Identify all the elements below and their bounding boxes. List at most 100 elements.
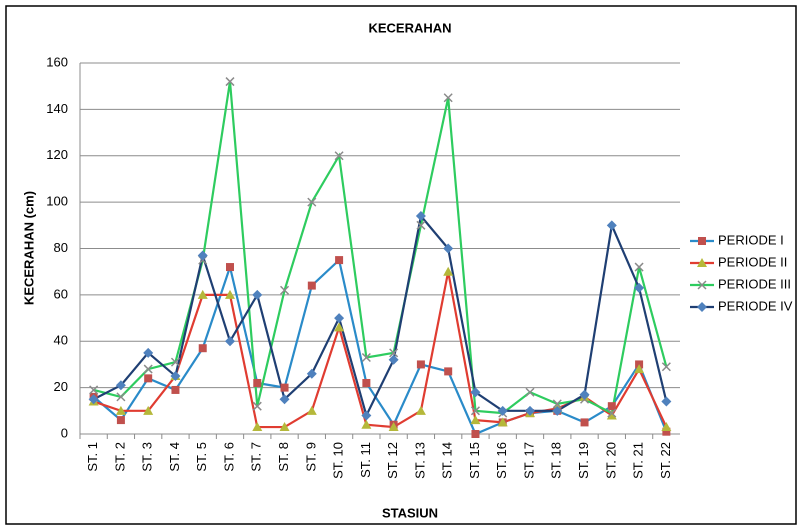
y-tick-label: 40 (54, 333, 68, 348)
y-tick-label: 120 (46, 147, 68, 162)
marker (525, 405, 535, 416)
marker (634, 262, 644, 272)
x-tick-label: ST. 2 (112, 442, 127, 472)
marker (335, 256, 344, 265)
x-tick-label: ST. 18 (549, 442, 564, 479)
x-tick-label: ST. 9 (303, 442, 318, 472)
x-tick-label: ST. 20 (603, 442, 618, 479)
marker (606, 410, 617, 420)
marker (170, 357, 180, 367)
x-tick-label: ST. 8 (276, 442, 291, 472)
legend-label: PERIODE IV (718, 298, 793, 313)
marker (497, 405, 508, 416)
marker (388, 354, 399, 365)
marker (607, 402, 616, 411)
x-tick-label: ST. 3 (140, 442, 155, 472)
marker (552, 405, 563, 416)
x-tick-label: ST. 7 (249, 442, 264, 472)
legend-marker (697, 258, 707, 267)
marker (88, 394, 99, 405)
marker (170, 371, 181, 382)
x-tick-label: ST. 13 (412, 442, 427, 479)
marker (116, 416, 125, 425)
marker (171, 385, 180, 394)
marker (252, 289, 263, 300)
y-tick-label: 0 (61, 425, 68, 440)
marker (198, 344, 207, 353)
marker (606, 220, 617, 231)
marker (580, 418, 589, 427)
marker (388, 422, 399, 432)
marker (144, 374, 153, 383)
marker (443, 243, 454, 254)
x-tick-label: ST. 6 (221, 442, 236, 472)
legend-marker (698, 237, 706, 245)
marker (115, 380, 126, 391)
marker (443, 93, 453, 103)
marker (470, 387, 481, 398)
y-tick-label: 60 (54, 286, 68, 301)
marker (470, 406, 480, 416)
marker (662, 427, 671, 436)
marker (416, 220, 426, 230)
marker (253, 378, 262, 387)
marker (661, 396, 672, 407)
marker (226, 263, 234, 272)
x-tick-label: ST. 21 (631, 442, 646, 479)
x-tick-label: ST. 11 (358, 442, 373, 478)
y-axis-label: KECERAHAN (cm) (21, 191, 36, 305)
marker (362, 378, 371, 387)
marker (279, 422, 290, 432)
y-tick-label: 140 (46, 101, 68, 116)
chart-border (5, 5, 797, 525)
legend-marker (697, 302, 707, 312)
marker (306, 368, 317, 379)
x-tick-label: ST. 19 (576, 442, 591, 479)
marker (361, 352, 371, 363)
chart-title: KECERAHAN (368, 20, 451, 35)
marker (334, 313, 345, 324)
marker (89, 385, 99, 395)
marker (280, 383, 289, 392)
marker (471, 430, 480, 438)
marker (280, 285, 290, 295)
marker (443, 266, 454, 276)
marker (552, 399, 562, 409)
legend-label: PERIODE III (718, 276, 791, 291)
y-tick-label: 20 (54, 379, 68, 394)
marker (444, 367, 453, 376)
marker (197, 289, 208, 299)
marker (607, 408, 617, 418)
marker (634, 364, 645, 374)
x-tick-label: ST. 1 (85, 442, 100, 472)
marker (225, 77, 235, 87)
marker (661, 362, 671, 372)
marker (661, 422, 672, 432)
marker (252, 422, 263, 432)
y-tick-label: 100 (46, 194, 68, 209)
marker (225, 336, 235, 347)
legend-label: PERIODE I (718, 232, 784, 247)
y-tick-label: 160 (46, 54, 68, 69)
marker (497, 417, 508, 427)
marker (361, 419, 372, 429)
series-line (93, 213, 668, 419)
marker (307, 197, 317, 207)
marker (361, 410, 372, 421)
x-tick-label: ST. 22 (658, 442, 673, 479)
x-tick-label: ST. 5 (194, 442, 209, 472)
x-tick-label: ST. 16 (494, 442, 509, 479)
marker (389, 348, 399, 358)
x-tick-label: ST. 4 (167, 442, 182, 472)
y-tick-label: 80 (54, 240, 68, 255)
marker (143, 347, 154, 358)
marker (334, 151, 344, 161)
marker (415, 405, 426, 415)
marker (197, 250, 208, 261)
x-tick-label: ST. 17 (521, 442, 536, 479)
marker (416, 360, 425, 369)
marker (225, 289, 235, 299)
marker (307, 281, 316, 290)
x-tick-label: ST. 15 (467, 442, 482, 479)
